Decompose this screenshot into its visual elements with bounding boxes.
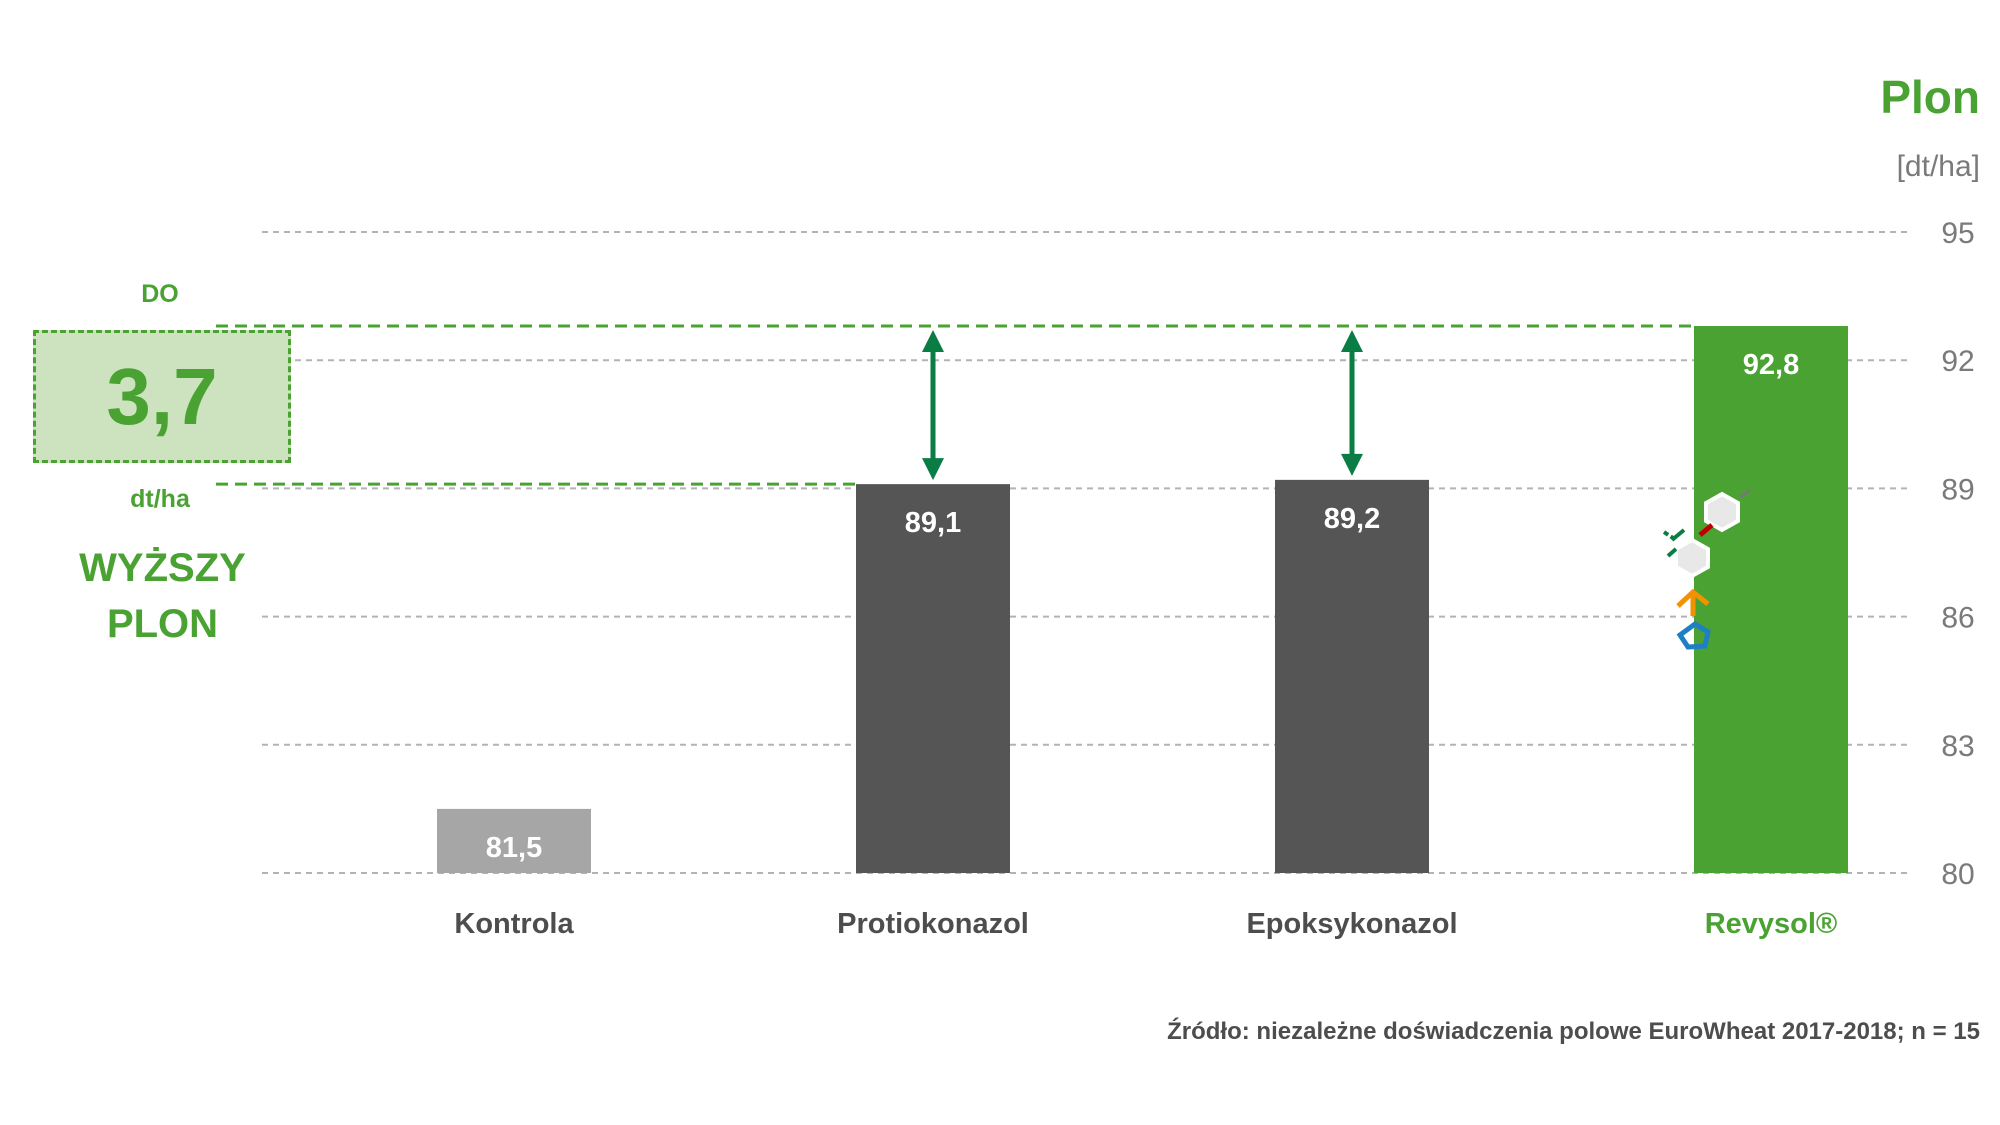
callout-value: 3,7 (106, 351, 218, 441)
callout-text-line2: PLON (106, 602, 219, 646)
bar-value-label: 81,5 (486, 832, 542, 864)
bar-value-label: 89,1 (905, 507, 961, 539)
category-label: Epoksykonazol (1246, 908, 1457, 940)
category-label: Protiokonazol (837, 908, 1029, 940)
y-tick-label: 92 (1941, 345, 1974, 378)
arrow-head-down (1341, 453, 1363, 476)
bar (856, 484, 1010, 873)
y-tick-label: 95 (1941, 217, 1974, 250)
y-tick-label: 86 (1941, 602, 1974, 635)
arrow-head-up (1341, 330, 1363, 353)
chart-labels: 80 83 86 89 92 95 81,5 Kontrola 89,1 Protiokonazo… (454, 217, 1974, 940)
category-label: Revysol® (1705, 908, 1838, 940)
callout-text: WYŻSZY PLON (40, 540, 285, 652)
callout-box: 3,7 (33, 330, 291, 463)
revysol-molecule-icon (1662, 488, 1751, 650)
grid-lines (262, 231, 1912, 874)
y-tick-label: 80 (1941, 858, 1974, 891)
callout-text-line1: WYŻSZY (79, 546, 246, 590)
bar-value-label: 89,2 (1324, 503, 1380, 535)
bar (1275, 479, 1429, 873)
y-axis-unit: [dt/ha] (1896, 150, 1980, 183)
source-note: Źródło: niezależne doświadczenia polowe … (1167, 1018, 1980, 1045)
arrow-head-down (922, 458, 944, 481)
bar-value-label: 92,8 (1743, 349, 1799, 381)
callout-unit: dt/ha (130, 485, 190, 513)
y-tick-label: 83 (1941, 730, 1974, 763)
bar (437, 808, 591, 873)
y-tick-label: 89 (1941, 473, 1974, 506)
chart-title: Plon (1880, 71, 1980, 123)
category-label: Kontrola (454, 908, 574, 940)
difference-arrows (922, 330, 1363, 481)
bars (437, 326, 1848, 874)
bar (1694, 326, 1848, 874)
difference-guides (216, 324, 1694, 486)
arrow-head-up (922, 330, 944, 353)
callout-prefix: DO (141, 280, 179, 308)
